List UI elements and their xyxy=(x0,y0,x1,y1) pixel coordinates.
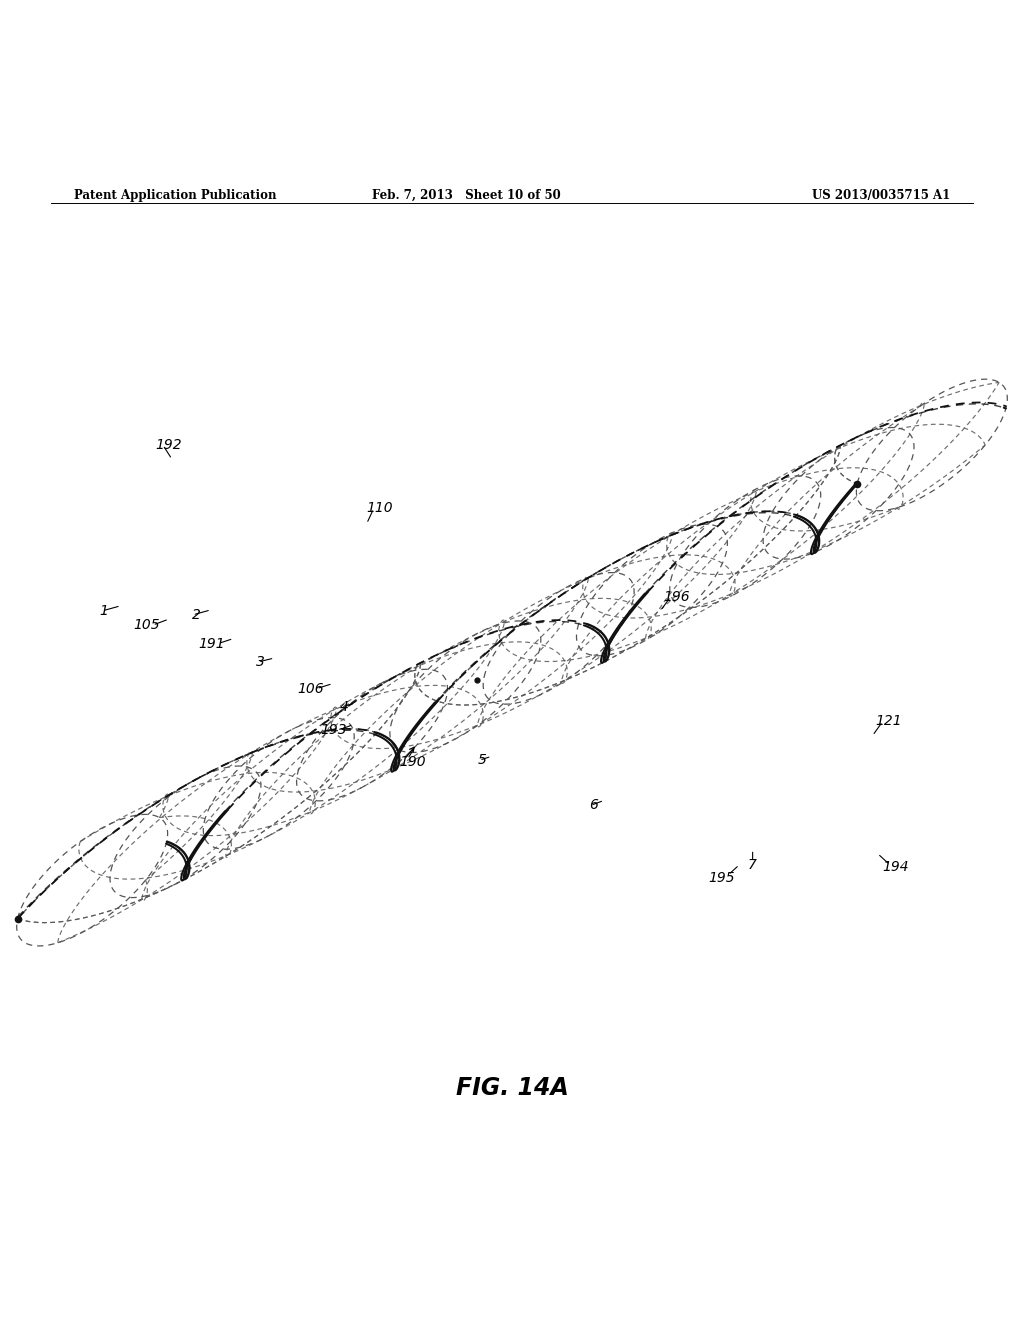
Text: 194: 194 xyxy=(883,859,909,874)
Text: 195: 195 xyxy=(709,871,735,886)
Text: 4: 4 xyxy=(339,700,348,714)
Text: Patent Application Publication: Patent Application Publication xyxy=(74,189,276,202)
Text: US 2013/0035715 A1: US 2013/0035715 A1 xyxy=(812,189,950,202)
Text: 121: 121 xyxy=(876,714,902,729)
Text: FIG. 14A: FIG. 14A xyxy=(456,1076,568,1100)
Text: 6: 6 xyxy=(589,799,598,812)
Text: 196: 196 xyxy=(664,590,690,603)
Text: 110: 110 xyxy=(367,502,393,515)
Text: 106: 106 xyxy=(297,681,324,696)
Text: 192: 192 xyxy=(156,438,182,451)
Text: 193: 193 xyxy=(321,722,347,737)
Text: 105: 105 xyxy=(133,618,160,632)
Text: 2: 2 xyxy=(191,609,201,622)
Text: 3: 3 xyxy=(256,655,265,669)
Text: 5: 5 xyxy=(477,754,486,767)
Text: 1: 1 xyxy=(99,603,109,618)
Text: 190: 190 xyxy=(399,755,426,770)
Text: 191: 191 xyxy=(199,636,225,651)
Text: Feb. 7, 2013   Sheet 10 of 50: Feb. 7, 2013 Sheet 10 of 50 xyxy=(372,189,560,202)
Text: 7: 7 xyxy=(749,858,757,871)
